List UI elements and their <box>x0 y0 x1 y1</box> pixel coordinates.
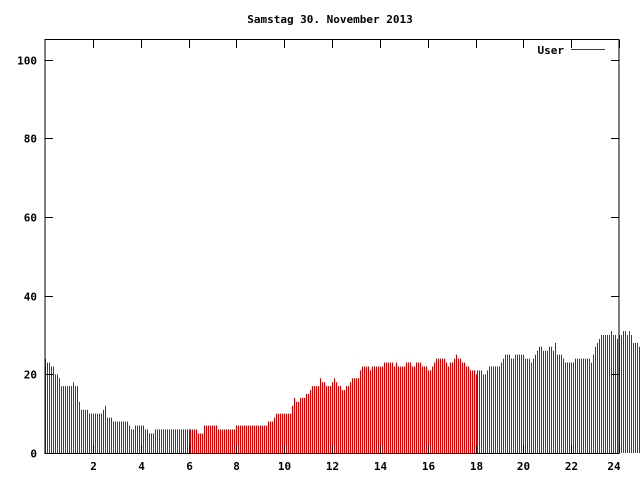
x-tick-label: 10 <box>278 460 291 473</box>
x-tick-label: 12 <box>326 460 339 473</box>
plot-frame <box>44 39 620 454</box>
x-tick-label: 22 <box>565 460 578 473</box>
legend: User <box>538 44 605 57</box>
x-tick-label: 24 <box>607 460 621 473</box>
x-tick-label: 14 <box>374 460 388 473</box>
x-tick-label: 16 <box>422 460 436 473</box>
y-tick-label: 40 <box>24 291 37 304</box>
chart-title: Samstag 30. November 2013 <box>247 13 413 26</box>
x-tick-label: 20 <box>517 460 530 473</box>
legend-label: User <box>538 44 565 57</box>
y-tick-label: 100 <box>17 55 37 68</box>
x-tick-label: 4 <box>138 460 145 473</box>
y-tick-label: 0 <box>30 448 37 461</box>
x-tick-label: 18 <box>470 460 483 473</box>
bars-layer <box>45 331 640 453</box>
x-tick-label: 8 <box>233 460 240 473</box>
x-tick-label: 2 <box>90 460 97 473</box>
y-tick-label: 80 <box>24 133 37 146</box>
y-tick-label: 60 <box>24 212 37 225</box>
x-tick-label: 6 <box>186 460 193 473</box>
y-tick-label: 20 <box>24 369 37 382</box>
